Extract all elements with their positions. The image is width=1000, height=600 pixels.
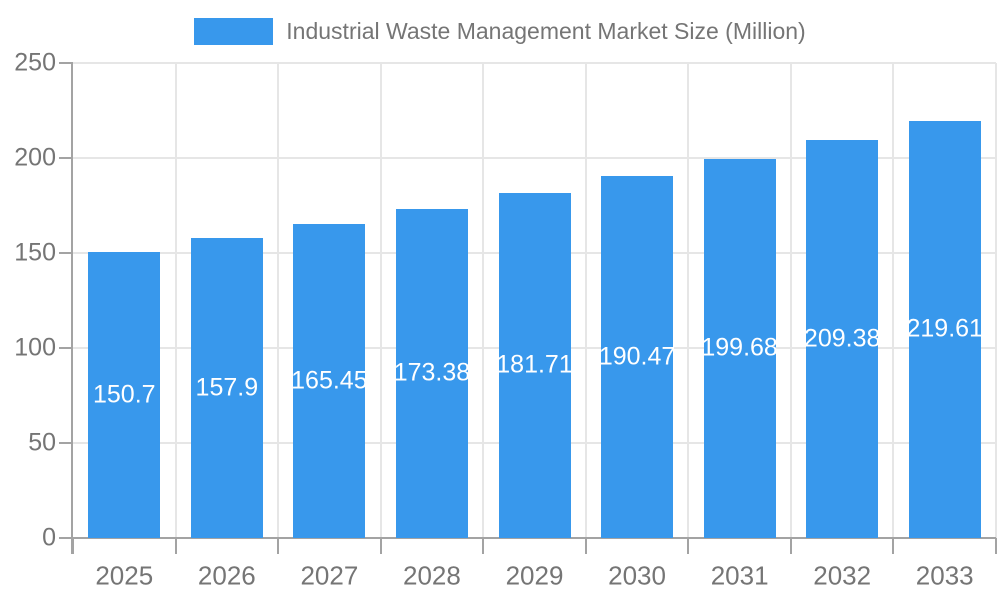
bar-value-label-2033: 219.61 <box>906 314 983 343</box>
gridline-x-boundary <box>379 63 382 538</box>
y-axis-tick-50 <box>59 442 73 444</box>
x-axis-tick <box>482 538 485 554</box>
x-axis-tick <box>995 538 997 554</box>
bar-value-label-2029: 181.71 <box>496 350 573 379</box>
x-axis-tick-label-2030: 2030 <box>608 560 666 591</box>
gridline-y-250 <box>73 62 996 64</box>
y-axis-tick-label: 0 <box>42 523 56 552</box>
x-axis-tick-label-2031: 2031 <box>710 560 769 591</box>
x-axis-tick-label-2027: 2027 <box>300 560 359 591</box>
x-axis-tick <box>584 538 587 554</box>
legend-label: Industrial Waste Management Market Size … <box>286 17 806 44</box>
x-axis-tick <box>174 538 177 554</box>
gridline-x-boundary <box>995 63 997 538</box>
bar-2029[interactable] <box>498 192 571 538</box>
bar-2027[interactable] <box>293 223 366 538</box>
bar-value-label-2025: 150.7 <box>92 380 156 409</box>
gridline-x-boundary <box>789 63 792 538</box>
gridline-x-boundary <box>584 63 587 538</box>
x-axis-tick <box>72 538 74 554</box>
y-axis-tick-label: 250 <box>14 48 56 77</box>
legend-swatch <box>194 17 274 45</box>
gridline-x-boundary <box>482 63 485 538</box>
y-axis-tick-label: 200 <box>14 143 56 172</box>
y-axis-tick-label: 150 <box>14 238 56 267</box>
x-axis-tick <box>687 538 690 554</box>
y-axis-tick-200 <box>59 157 73 159</box>
y-axis-tick-100 <box>59 347 73 349</box>
x-axis-tick <box>789 538 792 554</box>
x-axis-tick-label-2033: 2033 <box>915 560 974 591</box>
y-axis-tick-250 <box>59 62 73 64</box>
bar-2031[interactable] <box>703 158 776 538</box>
bar-value-label-2027: 165.45 <box>291 366 368 395</box>
bar-2026[interactable] <box>190 237 263 538</box>
bar-value-label-2031: 199.68 <box>701 333 778 362</box>
y-axis-tick-150 <box>59 252 73 254</box>
bar-value-label-2032: 209.38 <box>803 324 881 353</box>
bar-2033[interactable] <box>908 120 981 538</box>
gridline-y-200 <box>73 157 996 159</box>
gridline-x-boundary <box>174 63 177 538</box>
bar-2030[interactable] <box>601 176 674 538</box>
gridline-x-boundary <box>277 63 280 538</box>
x-axis-tick <box>892 538 895 554</box>
x-axis-tick <box>379 538 382 554</box>
chart-legend[interactable]: Industrial Waste Management Market Size … <box>0 16 1000 46</box>
gridline-x-boundary <box>892 63 895 538</box>
x-axis-tick-label-2028: 2028 <box>403 560 461 591</box>
y-axis-tick-label: 100 <box>14 333 56 362</box>
y-axis-tick-label: 50 <box>28 428 56 457</box>
bar-value-label-2026: 157.9 <box>195 373 259 402</box>
x-axis-tick-label-2029: 2029 <box>505 560 564 591</box>
bar-value-label-2028: 173.38 <box>393 358 471 387</box>
x-axis-tick-label-2032: 2032 <box>813 560 872 591</box>
bar-2032[interactable] <box>806 140 879 538</box>
x-axis-tick-label-2026: 2026 <box>197 560 256 591</box>
bar-value-label-2030: 190.47 <box>598 342 676 371</box>
bar-2025[interactable] <box>88 251 161 538</box>
x-axis-tick-label-2025: 2025 <box>95 560 154 591</box>
gridline-x-boundary <box>687 63 690 538</box>
x-axis-tick <box>277 538 280 554</box>
x-axis-line <box>59 537 996 539</box>
y-axis-line <box>71 63 73 554</box>
bar-2028[interactable] <box>395 208 468 538</box>
